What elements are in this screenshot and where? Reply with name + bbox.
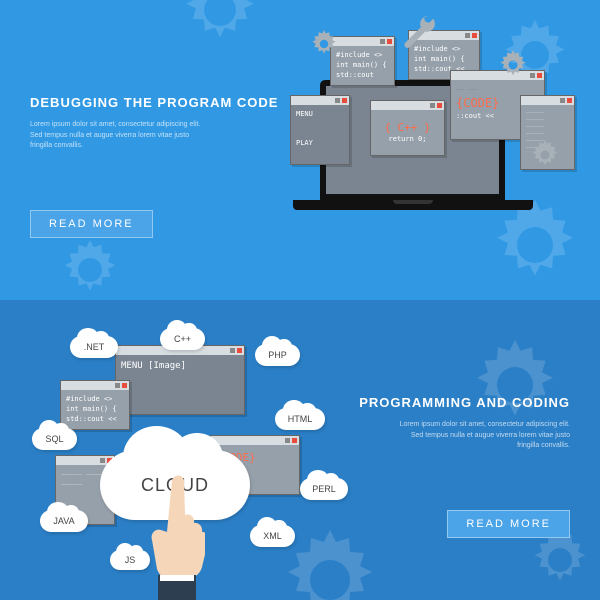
banner-programming: PROGRAMMING AND CODING Lorem ipsum dolor… bbox=[0, 300, 600, 600]
code-text: #include <> int main() { std::cout << bbox=[61, 390, 129, 429]
read-more-bottom[interactable]: READ MORE bbox=[447, 510, 570, 538]
lorem-top: Lorem ipsum dolor sit amet, consectetur … bbox=[30, 120, 210, 152]
gear-icon bbox=[530, 530, 590, 590]
menu-window: MENU [Image] bbox=[115, 345, 245, 415]
code-window: #include <> int main() { std::cout << bbox=[60, 380, 130, 430]
heading-top: DEBUGGING THE PROGRAM CODE bbox=[30, 95, 278, 110]
cloud-java: JAVA bbox=[40, 510, 88, 532]
cloud-cpp: C++ bbox=[160, 328, 205, 350]
text-block: DEBUGGING THE PROGRAM CODE Lorem ipsum d… bbox=[30, 95, 278, 152]
gear-icon bbox=[310, 30, 338, 58]
play-text: PLAY bbox=[296, 139, 313, 147]
cloud-sql: SQL bbox=[32, 428, 77, 450]
heading-bottom: PROGRAMMING AND CODING bbox=[359, 395, 570, 410]
code-text: —— —— bbox=[456, 85, 477, 93]
gear-icon bbox=[60, 240, 120, 300]
cloud-php: PHP bbox=[255, 344, 300, 366]
menu-text: MENU [Image] bbox=[116, 355, 244, 378]
banner-debugging: DEBUGGING THE PROGRAM CODE Lorem ipsum d… bbox=[0, 0, 600, 300]
code-window: { C++ }return 0; bbox=[370, 100, 445, 156]
gear-icon bbox=[530, 140, 560, 170]
code-window: #include <> int main() { std::cout bbox=[330, 36, 395, 86]
gear-icon bbox=[490, 200, 580, 290]
cloud-perl: PERL bbox=[300, 478, 348, 500]
cloud-js: JS bbox=[110, 550, 150, 570]
code-accent: { C++ } bbox=[384, 121, 430, 134]
code-text: #include <> int main() { std::cout bbox=[331, 46, 394, 85]
cloud-net: .NET bbox=[70, 336, 118, 358]
code-text: ::cout << bbox=[456, 112, 494, 120]
menu-window: MENU PLAY bbox=[290, 95, 350, 165]
gear-icon bbox=[498, 50, 528, 80]
text-block: PROGRAMMING AND CODING Lorem ipsum dolor… bbox=[359, 395, 570, 452]
menu-text: MENU bbox=[296, 110, 313, 118]
cloud-html: HTML bbox=[275, 408, 325, 430]
hand-icon bbox=[150, 475, 205, 600]
code-text: return 0; bbox=[389, 135, 427, 143]
code-accent: {CODE} bbox=[456, 96, 499, 110]
gear-icon bbox=[180, 0, 260, 50]
read-more-top[interactable]: READ MORE bbox=[30, 210, 153, 238]
wrench-icon bbox=[400, 12, 440, 52]
lorem-bottom: Lorem ipsum dolor sit amet, consectetur … bbox=[390, 420, 570, 452]
gear-icon bbox=[280, 530, 380, 600]
cloud-xml: XML bbox=[250, 525, 295, 547]
